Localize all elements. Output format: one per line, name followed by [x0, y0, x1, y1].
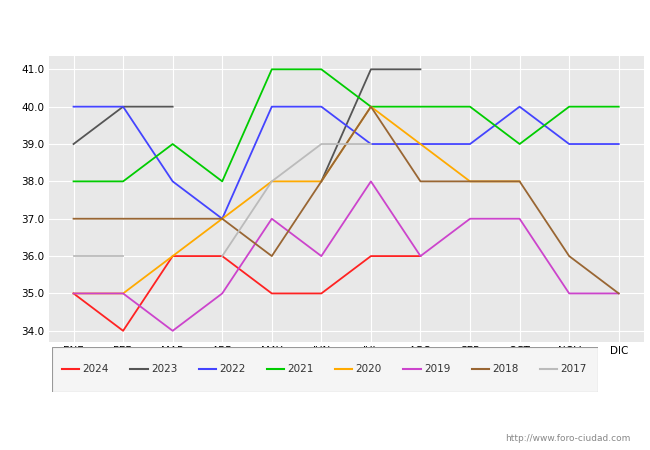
Text: 2017: 2017	[560, 364, 587, 374]
Text: 2021: 2021	[287, 364, 314, 374]
Text: http://www.foro-ciudad.com: http://www.foro-ciudad.com	[505, 434, 630, 443]
Text: Afiliados en Quintanilla del Molar a 31/8/2024: Afiliados en Quintanilla del Molar a 31/…	[136, 17, 514, 35]
Text: 2023: 2023	[151, 364, 177, 374]
FancyBboxPatch shape	[52, 346, 598, 392]
Text: 2018: 2018	[492, 364, 519, 374]
Text: 2020: 2020	[356, 364, 382, 374]
Text: 2019: 2019	[424, 364, 450, 374]
Text: 2024: 2024	[83, 364, 109, 374]
Text: 2022: 2022	[219, 364, 246, 374]
